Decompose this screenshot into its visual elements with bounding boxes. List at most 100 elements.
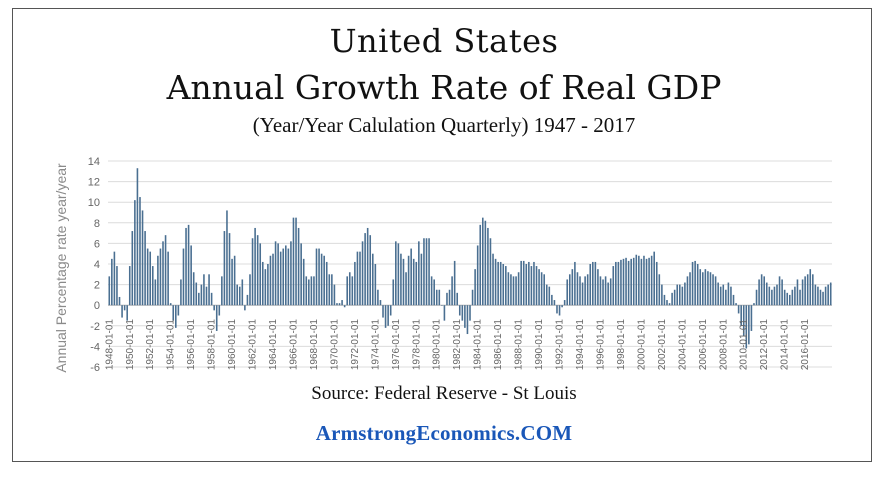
bar — [658, 274, 661, 306]
bar — [277, 243, 279, 306]
bar — [180, 279, 182, 306]
x-tick-label: 1960-01-01 — [227, 319, 238, 371]
y-tick-label: 14 — [88, 156, 100, 168]
bar — [162, 241, 164, 306]
bar — [420, 253, 423, 306]
bar — [568, 274, 571, 306]
x-tick-label: 2000-01-01 — [636, 319, 647, 371]
bar — [661, 284, 663, 306]
bar — [694, 260, 696, 306]
bar — [274, 241, 277, 306]
bar — [740, 305, 742, 326]
bar — [195, 282, 198, 306]
bar — [182, 248, 185, 306]
y-tick-label: 8 — [94, 218, 100, 230]
bar — [343, 305, 346, 308]
bar — [111, 258, 113, 306]
bar — [594, 261, 597, 306]
bar — [765, 282, 768, 306]
x-tick-label: 1956-01-01 — [186, 319, 197, 371]
bar — [157, 255, 159, 306]
x-tick-label: 2008-01-01 — [718, 319, 729, 371]
bar — [699, 269, 702, 306]
bar — [279, 251, 282, 306]
bar — [433, 279, 435, 306]
bar — [387, 305, 389, 326]
bar — [315, 248, 318, 306]
bar — [648, 257, 650, 306]
bar — [540, 272, 543, 306]
bar — [287, 248, 290, 306]
bar — [369, 235, 372, 306]
bar — [712, 274, 714, 306]
bar — [753, 303, 755, 306]
bar — [691, 261, 694, 306]
bar — [164, 235, 167, 306]
bar — [653, 251, 655, 306]
x-tick-label: 1976-01-01 — [391, 319, 402, 371]
bar — [141, 210, 144, 306]
bar — [609, 278, 612, 306]
bar — [392, 279, 395, 306]
bar — [366, 227, 369, 306]
brand-link[interactable]: ArmstrongEconomics.COM — [315, 421, 573, 445]
bar — [215, 305, 218, 331]
bar — [218, 305, 221, 316]
bar — [717, 282, 719, 306]
bar — [666, 300, 668, 306]
x-tick-label: 2006-01-01 — [698, 319, 709, 371]
bar — [310, 276, 313, 306]
bar — [737, 305, 740, 314]
bar — [551, 294, 553, 306]
bar — [149, 251, 152, 306]
bar — [354, 261, 356, 306]
bar — [607, 282, 609, 306]
bar — [108, 276, 111, 306]
bar — [663, 294, 666, 306]
x-tick-label: 1996-01-01 — [595, 319, 606, 371]
bar — [548, 286, 551, 306]
bar — [410, 248, 412, 306]
bar — [282, 248, 285, 306]
x-tick-label: 1980-01-01 — [432, 319, 443, 371]
bar — [405, 272, 407, 306]
bar — [198, 292, 200, 306]
bar — [175, 305, 177, 328]
chart-subtitle: (Year/Year Calulation Quarterly) 1947 - … — [252, 113, 636, 137]
x-tick-label: 1984-01-01 — [473, 319, 484, 371]
bar — [400, 253, 402, 306]
bar — [320, 253, 323, 306]
bar — [323, 255, 325, 306]
bar — [681, 286, 684, 306]
bar — [208, 274, 210, 306]
bar — [374, 264, 377, 306]
bar — [763, 276, 765, 306]
bar — [520, 260, 522, 306]
bar — [545, 284, 548, 306]
bar — [776, 284, 778, 306]
bar — [791, 289, 794, 306]
bar — [438, 289, 441, 306]
bar — [336, 303, 338, 306]
chart-frame — [12, 8, 872, 462]
bar — [796, 279, 799, 306]
bar — [676, 284, 679, 306]
bar — [522, 260, 525, 306]
bar — [221, 276, 223, 306]
x-tick-label: 2010-01-01 — [739, 319, 750, 371]
bar — [817, 286, 819, 306]
bar — [597, 269, 599, 306]
bar — [325, 261, 328, 306]
bar — [453, 260, 456, 306]
bar — [484, 220, 487, 306]
bar — [479, 224, 482, 306]
bar — [497, 261, 499, 306]
bar — [487, 227, 489, 306]
bar — [205, 286, 208, 306]
bar — [435, 289, 438, 306]
bar — [377, 289, 379, 306]
x-tick-label: 2002-01-01 — [657, 319, 668, 371]
bar — [725, 289, 727, 306]
bar — [625, 257, 627, 306]
bar — [510, 274, 512, 306]
